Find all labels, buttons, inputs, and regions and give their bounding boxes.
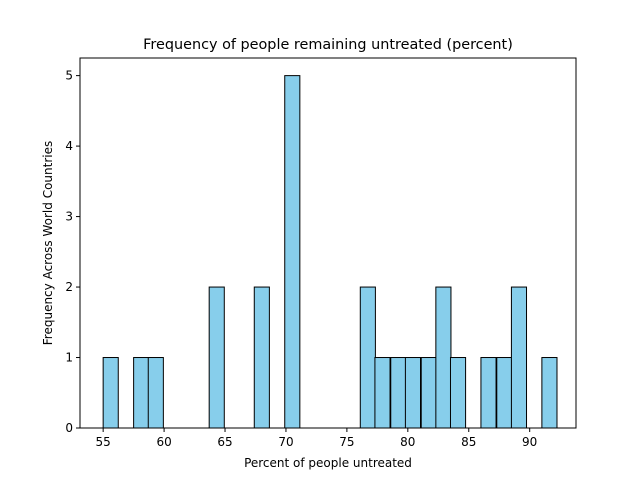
histogram-bar-15	[510, 286, 528, 429]
histogram-bar-0	[102, 357, 119, 429]
x-axis-ticks: 55 60 65 70 75 80 85 90	[96, 428, 537, 449]
histogram-bar-7	[374, 357, 391, 429]
histogram-bar-10	[420, 357, 437, 429]
y-tick-label: 3	[65, 210, 73, 224]
y-tick-label: 1	[65, 351, 73, 365]
x-tick-label: 70	[278, 435, 293, 449]
y-axis-ticks: 0 1 2 3 4 5	[65, 69, 80, 435]
bars-group	[102, 75, 558, 429]
histogram-bar-3	[208, 286, 225, 429]
y-tick-label: 0	[65, 421, 73, 435]
x-tick-label: 55	[96, 435, 111, 449]
histogram-bar-2	[147, 357, 164, 429]
y-tick-label: 4	[65, 139, 73, 153]
x-tick-label: 60	[156, 435, 171, 449]
histogram-bar-6	[359, 286, 376, 429]
y-tick-label: 2	[65, 280, 73, 294]
histogram-bar-8	[390, 357, 407, 429]
chart-title: Frequency of people remaining untreated …	[143, 37, 513, 53]
histogram-bar-13	[480, 357, 497, 429]
x-tick-label: 85	[461, 435, 476, 449]
histogram-bar-14	[496, 357, 513, 429]
histogram-bar-9	[404, 357, 422, 429]
x-tick-label: 65	[217, 435, 232, 449]
x-tick-label: 90	[522, 435, 537, 449]
histogram-bar-16	[541, 357, 558, 429]
plot-frame	[79, 57, 577, 429]
histogram-bar-12	[449, 357, 467, 429]
x-axis-title: Percent of people untreated	[244, 456, 412, 470]
histogram-bar-1	[133, 357, 150, 429]
x-tick-label: 80	[400, 435, 415, 449]
histogram-bar-4	[253, 286, 270, 429]
histogram-bar-11	[435, 286, 452, 429]
y-axis-title: Frequency Across World Countries	[41, 141, 55, 345]
y-tick-label: 5	[65, 69, 73, 83]
x-tick-label: 75	[339, 435, 354, 449]
histogram-bar-5	[284, 75, 301, 429]
